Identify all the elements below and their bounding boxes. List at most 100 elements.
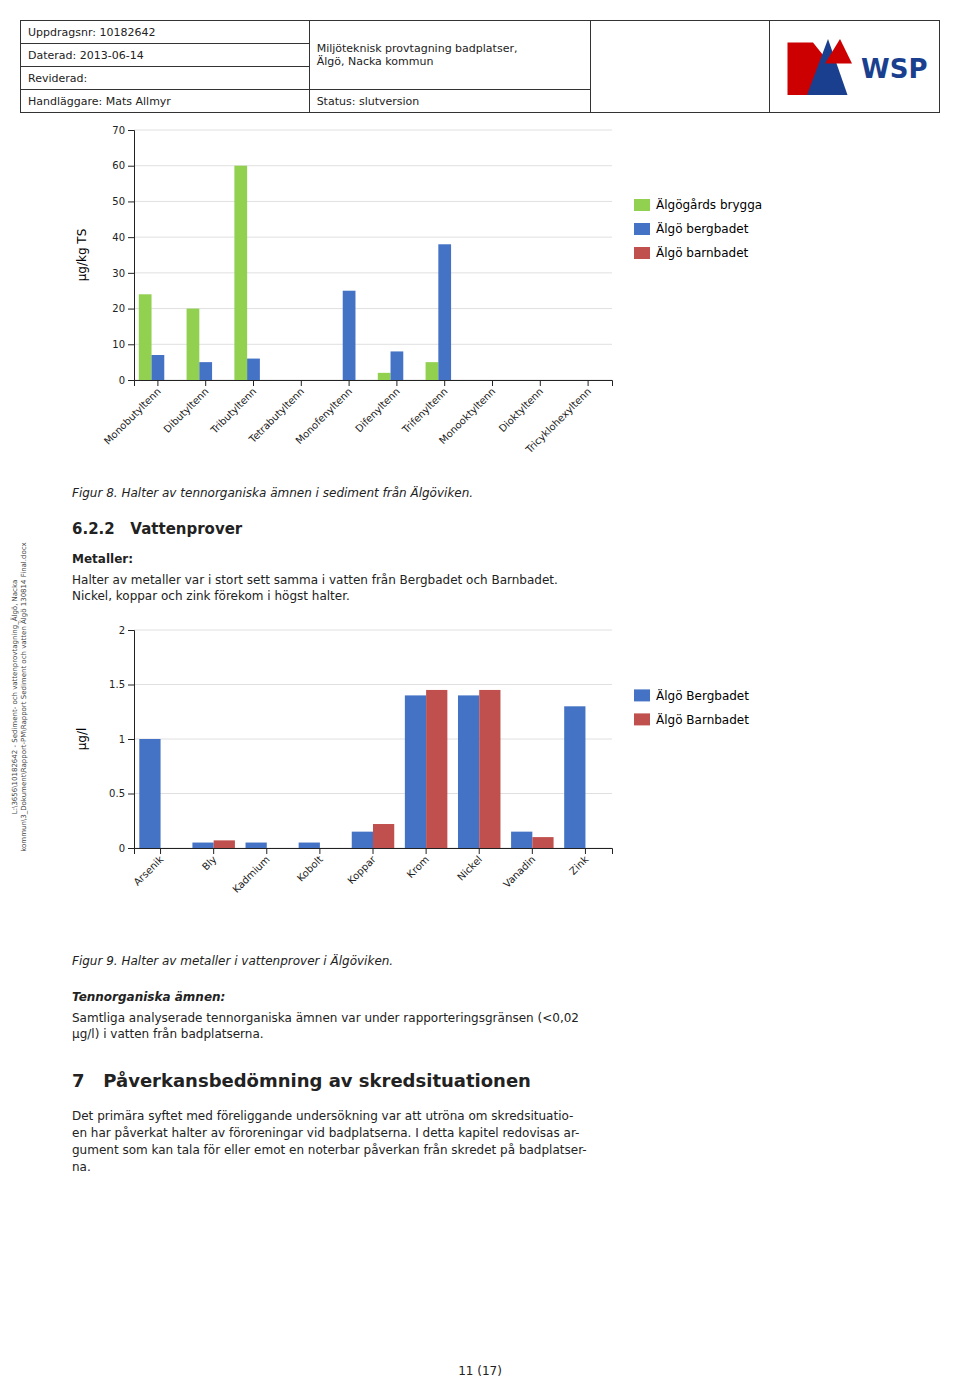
bars xyxy=(139,166,451,380)
bar xyxy=(299,843,320,848)
page-footer: 11 (17) xyxy=(0,1364,960,1378)
bar xyxy=(192,843,213,848)
bar-chart: 00.511.52ArsenikBlyKadmiumKoboltKopparKr… xyxy=(62,618,822,948)
legend-entry: Älgögårds brygga xyxy=(634,197,762,212)
paragraph: Samtliga analyserade tennorganiska ämnen… xyxy=(72,1010,579,1042)
bar xyxy=(532,837,553,848)
y-tick: 0 xyxy=(119,843,134,854)
plot: 00.511.52ArsenikBlyKadmiumKoboltKopparKr… xyxy=(75,625,613,895)
y-axis: 00.511.52 xyxy=(109,625,134,854)
bar xyxy=(308,380,321,381)
x-tick: Koppar xyxy=(345,848,378,886)
x-tick-mark xyxy=(205,380,206,386)
legend-label: Älgö bergbadet xyxy=(656,221,749,236)
y-tick-label: 1 xyxy=(119,734,125,745)
y-tick-label: 60 xyxy=(112,160,125,171)
legend-swatch xyxy=(634,689,650,701)
y-tick: 1.5 xyxy=(109,679,134,690)
legend-entry: Älgö Barnbadet xyxy=(634,712,749,727)
x-tick: Nickel xyxy=(455,848,484,883)
x-tick-label: Dioktyltenn xyxy=(497,386,546,435)
x-tick: Tricyklohexyltenn xyxy=(523,380,593,456)
x-tick-label: Monooktyltenn xyxy=(437,386,497,446)
x-tick-mark xyxy=(588,380,589,386)
header-text: Status: slutversion xyxy=(317,95,584,108)
y-axis-title: µg/l xyxy=(75,728,89,751)
x-axis: ArsenikBlyKadmiumKoboltKopparKromNickelV… xyxy=(131,848,612,895)
y-tick-label: 1.5 xyxy=(109,679,125,690)
y-tick: 50 xyxy=(112,196,134,207)
y-tick: 60 xyxy=(112,160,134,171)
x-tick: Krom xyxy=(405,848,431,880)
y-tick: 70 xyxy=(112,125,134,136)
x-tick: Arsenik xyxy=(131,848,165,888)
x-tick-mark xyxy=(532,848,533,854)
x-axis: MonobutyltennDibutyltennTributyltennTetr… xyxy=(102,380,613,456)
x-axis-line xyxy=(135,849,613,855)
grid-line xyxy=(134,739,612,740)
y-tick: 0 xyxy=(119,375,134,386)
y-tick-label: 0 xyxy=(119,843,125,854)
bar xyxy=(139,739,160,848)
y-tick-label: 10 xyxy=(112,339,125,350)
bar xyxy=(391,351,404,380)
x-tick-mark xyxy=(319,848,320,854)
legend-swatch xyxy=(634,199,650,211)
logo-text: WSP xyxy=(861,53,927,83)
x-tick: Monobutyltenn xyxy=(102,380,163,447)
bar xyxy=(355,380,368,381)
grid-line xyxy=(134,237,612,238)
header-cell: Uppdragsnr: 10182642 xyxy=(21,21,310,44)
legend-label: Älgö Bergbadet xyxy=(656,688,749,703)
bar xyxy=(161,848,182,849)
y-tick: 10 xyxy=(112,339,134,350)
bar xyxy=(260,380,273,381)
y-tick-mark xyxy=(128,739,134,740)
bar xyxy=(564,706,585,848)
subheading: Metaller: xyxy=(72,552,133,566)
bar xyxy=(451,380,464,381)
x-tick-label: Nickel xyxy=(455,854,484,883)
x-tick: Dioktyltenn xyxy=(497,380,546,434)
header-cell: Daterad: 2013-06-14 xyxy=(21,44,310,67)
x-tick-mark xyxy=(349,380,350,386)
bar xyxy=(373,824,394,848)
grid-line xyxy=(134,630,612,631)
x-tick-label: Kobolt xyxy=(295,854,325,884)
x-tick-mark xyxy=(253,380,254,386)
subheading: Tennorganiska ämnen: xyxy=(72,990,225,1004)
header-cell: WSP xyxy=(770,21,940,113)
y-axis-line xyxy=(128,631,135,849)
bar xyxy=(569,380,582,381)
y-tick-mark xyxy=(128,309,134,310)
y-tick-mark xyxy=(128,237,134,238)
y-tick-label: 0 xyxy=(119,375,125,386)
y-tick-mark xyxy=(128,630,134,631)
bars xyxy=(139,690,585,848)
x-tick-mark xyxy=(266,848,267,854)
x-tick-label: Bly xyxy=(200,854,219,873)
sidebar-text: L:\3656\10182642 - Sediment- och vattenp… xyxy=(11,542,29,852)
header-text: Daterad: 2013-06-14 xyxy=(28,49,302,62)
y-tick-label: 20 xyxy=(112,303,125,314)
x-tick-label: Koppar xyxy=(345,853,378,886)
header-text: Handläggare: Mats Allmyr xyxy=(28,95,302,108)
y-tick-mark xyxy=(128,794,134,795)
header-text: Uppdragsnr: 10182642 xyxy=(28,26,302,39)
x-tick: Bly xyxy=(200,848,219,872)
legend: Älgögårds bryggaÄlgö bergbadetÄlgö barnb… xyxy=(634,197,762,260)
chart-title: Figur 9. Halter av metaller i vattenprov… xyxy=(72,954,393,968)
x-tick: Trifenyltenn xyxy=(399,380,449,436)
y-tick-mark xyxy=(128,380,134,381)
x-tick-label: Krom xyxy=(405,854,431,880)
bar xyxy=(330,380,343,381)
header-table: Uppdragsnr: 10182642Miljöteknisk provtag… xyxy=(20,20,940,113)
y-tick-label: 70 xyxy=(112,125,125,136)
paragraph: Halter av metaller var i stort sett samm… xyxy=(72,572,558,604)
y-axis: 010203040506070 xyxy=(112,125,134,386)
paragraph: Det primära syftet med föreliggande unde… xyxy=(72,1108,587,1176)
x-tick-mark xyxy=(540,380,541,386)
x-tick-label: Kadmium xyxy=(230,854,271,895)
y-tick: 0.5 xyxy=(109,788,134,799)
legend: Älgö Bergbadet Älgö Barnbadet xyxy=(634,688,749,727)
